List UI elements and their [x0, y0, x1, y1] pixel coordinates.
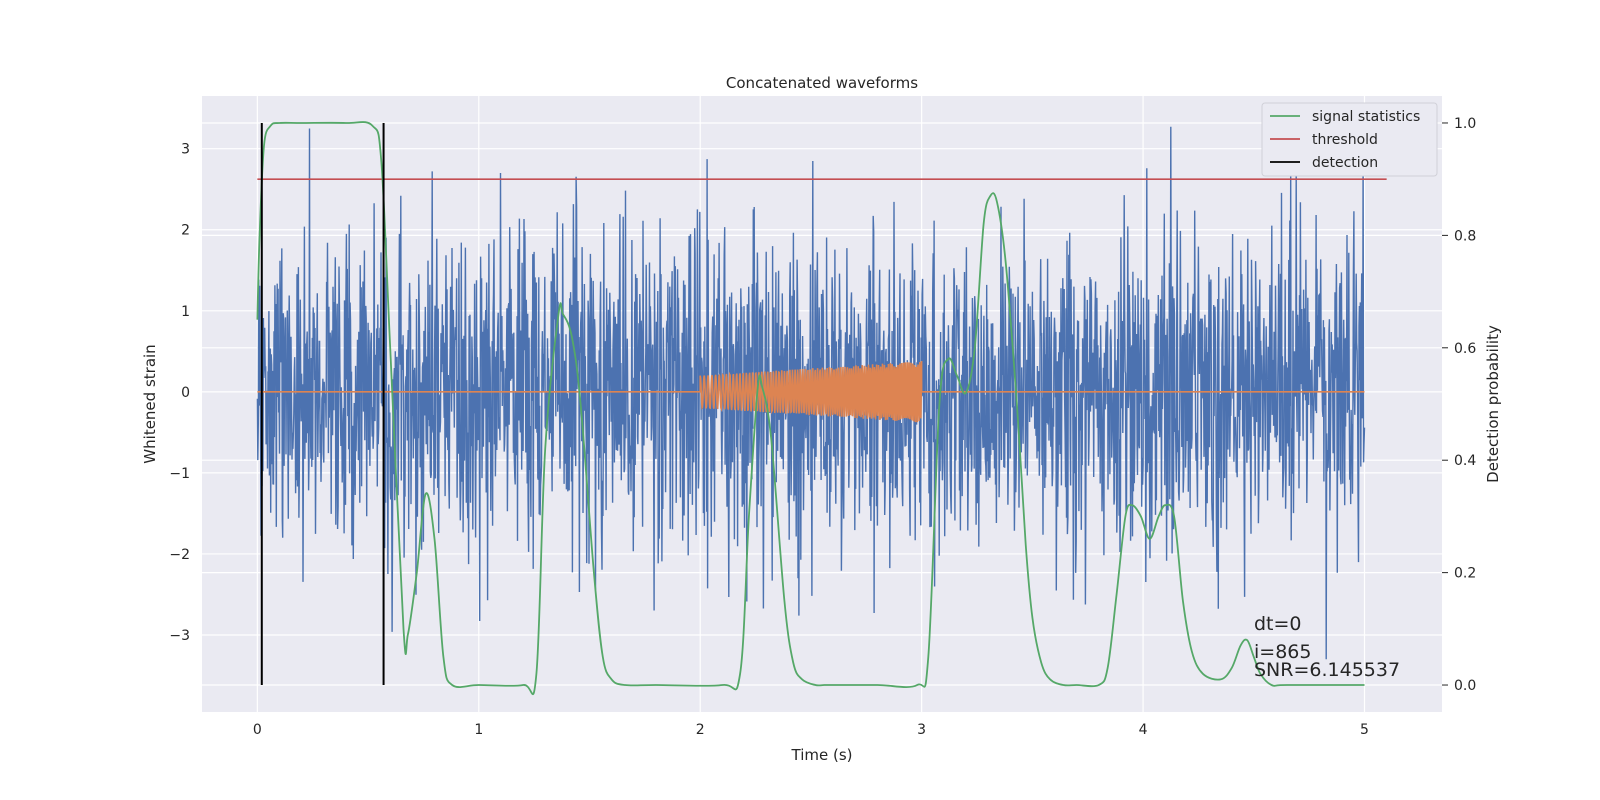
- y-tick-label-right: 0.0: [1454, 678, 1476, 694]
- y-tick-label-right: 1.0: [1454, 116, 1476, 132]
- x-tick-label: 5: [1360, 722, 1369, 738]
- y-tick-label-right: 0.4: [1454, 453, 1476, 469]
- y-axis-title-left: Whitened strain: [141, 344, 159, 463]
- whitened-strain-line: [256, 126, 1366, 660]
- y-tick-label-left: −2: [169, 547, 190, 563]
- x-axis: 0 1 2 3 4 5: [253, 722, 1369, 738]
- signal-statistics-line: [256, 121, 1365, 695]
- x-tick-label: 1: [474, 722, 483, 738]
- y-tick-label-left: −1: [169, 466, 190, 482]
- y-tick-label-left: 2: [181, 223, 190, 239]
- y-axis-title-right: Detection probability: [1484, 325, 1502, 483]
- injected-waveform-line: [257, 360, 1365, 423]
- x-tick-label: 4: [1139, 722, 1148, 738]
- annotation-index: i=865: [1254, 641, 1311, 663]
- legend: signal statistics threshold detection: [1261, 102, 1438, 177]
- legend-label-signal-statistics: signal statistics: [1312, 109, 1420, 125]
- y-tick-label-right: 0.6: [1454, 341, 1476, 357]
- y-axis-left: −3 −2 −1 0 1 2 3: [169, 142, 190, 644]
- y-tick-label-left: 0: [181, 385, 190, 401]
- x-axis-title: Time (s): [791, 746, 853, 764]
- annotation-dt: dt=0: [1254, 613, 1302, 635]
- y-tick-label-right: 0.2: [1454, 566, 1476, 582]
- y-tick-label-left: −3: [169, 628, 190, 644]
- x-tick-label: 0: [253, 722, 262, 738]
- chart-title: Concatenated waveforms: [726, 74, 918, 92]
- legend-label-detection: detection: [1312, 155, 1378, 171]
- legend-box: [1261, 102, 1438, 177]
- y-tick-label-right: 0.8: [1454, 228, 1476, 244]
- y-axis-right: 0.0 0.2 0.4 0.6 0.8 1.0: [1442, 116, 1476, 694]
- y-tick-label-left: 1: [181, 304, 190, 320]
- y-tick-label-left: 3: [181, 142, 190, 158]
- x-tick-label: 3: [917, 722, 926, 738]
- legend-label-threshold: threshold: [1312, 132, 1378, 148]
- x-tick-label: 2: [696, 722, 705, 738]
- series-layer: [256, 121, 1387, 695]
- annotation-snr: SNR=6.145537: [1254, 659, 1400, 681]
